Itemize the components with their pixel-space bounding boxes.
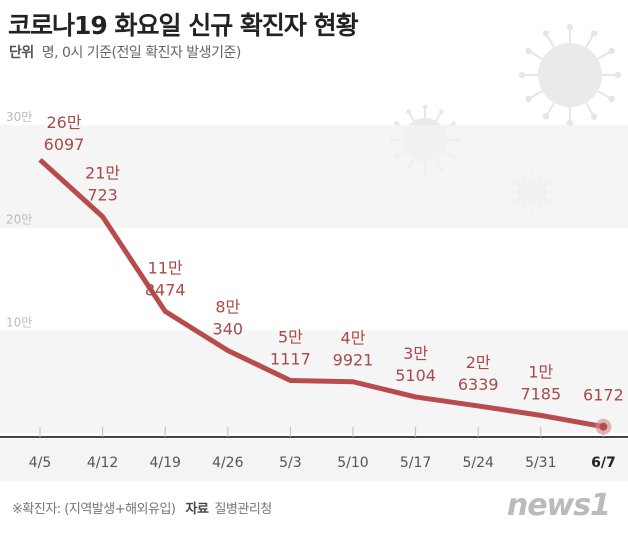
virus-spike <box>529 90 543 100</box>
virus-spike-tip <box>614 71 622 79</box>
virus-spike <box>585 34 595 48</box>
data-label: 26만 <box>46 113 81 132</box>
y-tick-label: 20만 <box>6 213 32 227</box>
data-label: 8만 <box>215 298 240 317</box>
virus-spike-tip <box>590 30 598 37</box>
chart-title: 코로나19 화요일 신규 확진자 현황 <box>8 11 359 40</box>
data-label: 6339 <box>458 375 499 394</box>
x-tick-label: 5/24 <box>462 455 494 471</box>
footnote: ※확진자: (지역발생+해외유입) <box>12 502 176 517</box>
data-label: 1만 <box>528 362 553 381</box>
data-label: 4만 <box>341 329 366 348</box>
x-tick-label: 4/26 <box>212 455 244 471</box>
virus-spike-tip <box>422 104 428 110</box>
virus-spike-tip <box>439 109 444 114</box>
virus-spike <box>597 90 611 100</box>
virus-spike-tip <box>406 109 411 114</box>
news1-logo: news1 <box>506 488 611 523</box>
virus-spike-tip <box>608 47 615 55</box>
data-label: 3만 <box>403 344 428 363</box>
virus-spike-tip <box>518 71 526 79</box>
data-label: 1117 <box>270 350 311 369</box>
data-label: 2만 <box>466 353 491 372</box>
data-label: 11만 <box>148 258 183 277</box>
virus-spike <box>408 111 415 122</box>
x-tick-label: 4/5 <box>29 455 52 471</box>
virus-spike-tip <box>394 121 399 126</box>
data-label: 8474 <box>145 280 186 299</box>
x-tick-label: 5/3 <box>279 455 302 471</box>
virus-spike-tip <box>542 30 550 37</box>
data-label: 6172 <box>583 386 624 405</box>
virus-spike-tip <box>542 113 550 120</box>
virus-spike-tip <box>608 95 615 103</box>
unit-text: 명, 0시 기준(전일 확진자 발생기준) <box>41 45 242 61</box>
data-label: 5만 <box>278 328 303 347</box>
data-label: 7185 <box>520 384 561 403</box>
virus-spike <box>585 102 595 116</box>
virus-icon <box>538 43 602 107</box>
x-tick-label: 4/19 <box>149 455 180 471</box>
virus-spike-tip <box>525 95 532 103</box>
data-label: 5104 <box>395 366 436 385</box>
virus-spike-tip <box>566 119 574 127</box>
virus-spike <box>435 111 442 122</box>
series-line <box>38 157 604 430</box>
data-label: 21만 <box>85 164 120 183</box>
footer: ※확진자: (지역발생+해외유입) 자료 질병관리청 <box>12 498 272 517</box>
virus-spike <box>597 50 611 60</box>
data-label: 723 <box>87 186 118 205</box>
source: 질병관리청 <box>214 502 272 517</box>
x-tick-label: 4/12 <box>87 455 118 471</box>
x-tick-label: 6/7 <box>591 455 616 471</box>
virus-spike <box>545 34 555 48</box>
x-axis-band <box>0 439 628 481</box>
y-tick-label: 10만 <box>6 315 32 329</box>
unit-label: 단위 <box>9 45 34 61</box>
subtitle: 단위 명, 0시 기준(전일 확진자 발생기준) <box>9 42 241 62</box>
data-label: 340 <box>213 320 244 339</box>
virus-spike <box>545 102 555 116</box>
data-label: 6097 <box>44 135 85 154</box>
x-tick-label: 5/31 <box>525 455 556 471</box>
virus-spike-tip <box>451 121 456 126</box>
virus-spike <box>529 50 543 60</box>
y-tick-label: 30만 <box>6 110 32 124</box>
virus-spike-tip <box>566 23 574 31</box>
source-label: 자료 <box>185 502 209 517</box>
data-point <box>599 422 608 431</box>
x-tick-label: 5/10 <box>337 455 368 471</box>
data-label: 9921 <box>333 351 374 370</box>
grid-band <box>0 125 628 228</box>
x-tick-label: 5/17 <box>400 455 431 471</box>
virus-spike-tip <box>525 47 532 55</box>
virus-spike-tip <box>590 113 598 120</box>
